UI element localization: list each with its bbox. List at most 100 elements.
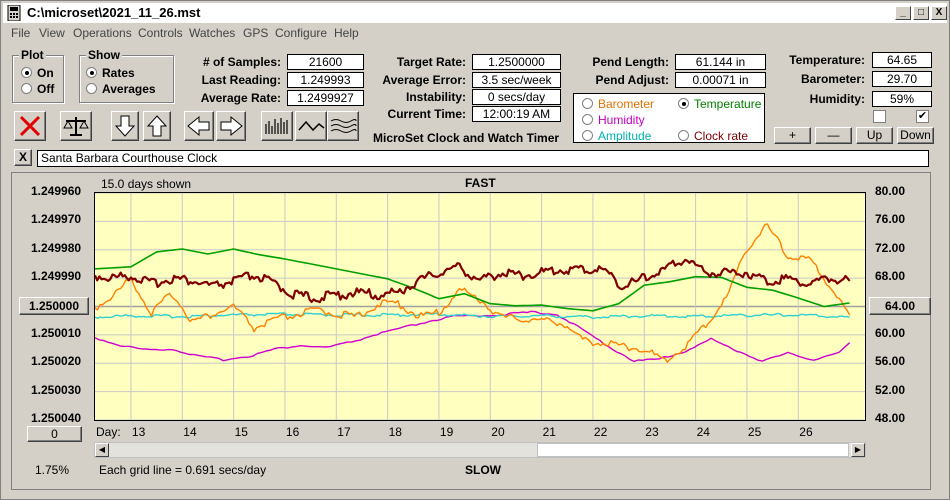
scroll-left-arrow-icon[interactable]: ◀ bbox=[95, 443, 109, 457]
time-scrollbar[interactable]: ◀ ▶ bbox=[94, 442, 866, 458]
target-rate-label: Target Rate: bbox=[396, 55, 466, 69]
app-caption: MicroSet Clock and Watch Timer bbox=[373, 131, 560, 145]
x-axis-tick-label: 16 bbox=[285, 425, 300, 439]
right-arrow-icon bbox=[220, 115, 243, 137]
menu-view[interactable]: View bbox=[39, 26, 65, 40]
left-axis-tick-label: 1.250040 bbox=[31, 411, 82, 425]
app-icon bbox=[7, 5, 21, 21]
overlay-clock-rate-label: Clock rate bbox=[694, 129, 749, 143]
radio-unselected-icon bbox=[582, 130, 593, 141]
last-reading-field: 1.249993 bbox=[287, 72, 364, 88]
right-axis-tick-label: 80.00 bbox=[875, 184, 906, 198]
pend-length-field[interactable]: 61.144 in bbox=[675, 54, 766, 70]
left-axis-tick-label: 1.249970 bbox=[31, 212, 82, 227]
menu-help[interactable]: Help bbox=[334, 26, 359, 40]
show-averages-radio[interactable]: Averages bbox=[86, 82, 156, 96]
menu-watches[interactable]: Watches bbox=[189, 26, 236, 40]
checkbox-2[interactable]: ✔ bbox=[916, 110, 929, 123]
smooth-view-button[interactable] bbox=[295, 111, 327, 141]
right-axis-tick-label: 56.00 bbox=[875, 354, 906, 369]
scroll-thumb[interactable] bbox=[537, 443, 849, 457]
menu-file[interactable]: File bbox=[11, 26, 31, 40]
balance-scale-icon bbox=[63, 117, 89, 136]
balance-button[interactable] bbox=[60, 111, 92, 141]
percent-label: 1.75% bbox=[35, 463, 70, 477]
barometer-field: 29.70 bbox=[872, 71, 932, 87]
menu-gps[interactable]: GPS bbox=[243, 26, 269, 40]
series-humidity bbox=[94, 310, 851, 363]
average-rate-field: 1.2499927 bbox=[287, 90, 364, 106]
center-temp-button[interactable]: 64.00 bbox=[869, 297, 931, 315]
left-arrow-icon bbox=[187, 115, 210, 137]
radio-selected-icon bbox=[21, 67, 32, 78]
maximize-button[interactable]: □ bbox=[913, 6, 929, 20]
shift-down-button[interactable] bbox=[111, 111, 139, 141]
scroll-right-button[interactable] bbox=[216, 111, 246, 141]
show-group-title: Show bbox=[86, 48, 122, 62]
target-rate-field[interactable]: 1.2500000 bbox=[472, 54, 561, 70]
menu-configure[interactable]: Configure bbox=[275, 26, 328, 40]
series-temperature bbox=[94, 248, 850, 312]
radio-selected-icon bbox=[678, 98, 689, 109]
samples-view-button[interactable] bbox=[261, 111, 293, 141]
scale-down-button[interactable]: Down bbox=[897, 127, 934, 144]
series-barometer bbox=[94, 223, 851, 363]
plot-group-title: Plot bbox=[19, 48, 46, 62]
scale-up-button[interactable]: Up bbox=[856, 127, 893, 144]
last-reading-label: Last Reading: bbox=[201, 73, 281, 87]
plot-on-radio[interactable]: On bbox=[21, 66, 54, 80]
plot-off-radio[interactable]: Off bbox=[21, 82, 54, 96]
x-axis-tick-label: 20 bbox=[491, 425, 505, 439]
menu-operations[interactable]: Operations bbox=[73, 26, 132, 40]
x-axis-tick-label: 26 bbox=[799, 425, 813, 439]
scroll-left-button[interactable] bbox=[184, 111, 214, 141]
overlay-amplitude-radio[interactable]: Amplitude bbox=[582, 129, 651, 143]
overlay-humidity-radio[interactable]: Humidity bbox=[582, 113, 645, 127]
stop-x-icon bbox=[19, 115, 41, 137]
average-rate-label: Average Rate: bbox=[200, 91, 281, 105]
left-axis-tick-label: 1.249980 bbox=[31, 240, 82, 255]
left-axis-tick-label: 1.249960 bbox=[31, 184, 82, 198]
show-rates-radio[interactable]: Rates bbox=[86, 66, 135, 80]
overlay-barometer-radio[interactable]: Barometer bbox=[582, 97, 654, 111]
right-axis-tick-label: 52.00 bbox=[875, 382, 906, 397]
x-axis-tick-label: 14 bbox=[183, 425, 197, 439]
center-rate-button[interactable]: 1.250000 bbox=[19, 297, 89, 315]
fast-label: FAST bbox=[465, 176, 496, 190]
menu-controls[interactable]: Controls bbox=[138, 26, 183, 40]
left-axis-tick-label: 1.250010 bbox=[31, 325, 82, 340]
checkbox-1[interactable] bbox=[873, 110, 886, 123]
zero-button[interactable]: 0 bbox=[27, 426, 82, 442]
scroll-right-arrow-icon[interactable]: ▶ bbox=[851, 443, 865, 457]
minimize-button[interactable]: _ bbox=[895, 6, 911, 20]
right-axis-tick-label: 60.00 bbox=[875, 325, 906, 340]
current-time-field: 12:00:19 AM bbox=[472, 106, 561, 122]
x-axis-tick-label: 17 bbox=[337, 425, 351, 439]
down-arrow-icon bbox=[114, 115, 136, 137]
overlay-temperature-label: Temperature bbox=[694, 97, 762, 111]
close-button[interactable]: X bbox=[931, 6, 947, 20]
pend-adjust-field: 0.00071 in bbox=[675, 72, 766, 88]
overlay-amplitude-label: Amplitude bbox=[598, 129, 652, 143]
right-axis-tick-label: 72.00 bbox=[875, 240, 906, 255]
radio-unselected-icon bbox=[86, 83, 97, 94]
overlay-clock-rate-radio[interactable]: Clock rate bbox=[678, 129, 748, 143]
stop-button[interactable] bbox=[14, 111, 46, 141]
plot-off-label: Off bbox=[37, 82, 55, 96]
samples-label: # of Samples: bbox=[202, 55, 281, 69]
x-axis-tick-label: 21 bbox=[542, 425, 556, 439]
series-clock-rate bbox=[93, 258, 851, 304]
x-axis-tick-label: 23 bbox=[645, 425, 659, 439]
x-axis-tick-label: 24 bbox=[696, 425, 710, 439]
right-axis-tick-label: 76.00 bbox=[875, 212, 906, 227]
shift-up-button[interactable] bbox=[143, 111, 171, 141]
multi-trace-view-button[interactable] bbox=[327, 111, 359, 141]
clock-name-input[interactable]: Santa Barbara Courthouse Clock bbox=[37, 150, 929, 167]
scale-plus-button[interactable]: + bbox=[774, 127, 811, 144]
overlay-temperature-radio[interactable]: Temperature bbox=[678, 97, 761, 111]
day-axis-label: Day: bbox=[96, 425, 121, 439]
plot-on-label: On bbox=[37, 66, 54, 80]
clear-name-button[interactable]: X bbox=[14, 149, 32, 166]
x-axis-tick-label: 13 bbox=[131, 425, 146, 439]
scale-minus-button[interactable]: — bbox=[815, 127, 852, 144]
